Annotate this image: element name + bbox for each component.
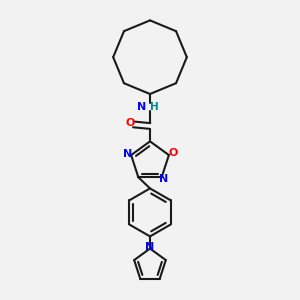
Text: O: O <box>168 148 177 158</box>
Text: N: N <box>159 173 168 184</box>
Text: N: N <box>146 242 154 252</box>
Text: H: H <box>150 102 159 112</box>
Text: N: N <box>137 102 147 112</box>
Text: O: O <box>125 118 135 128</box>
Text: N: N <box>123 149 132 159</box>
